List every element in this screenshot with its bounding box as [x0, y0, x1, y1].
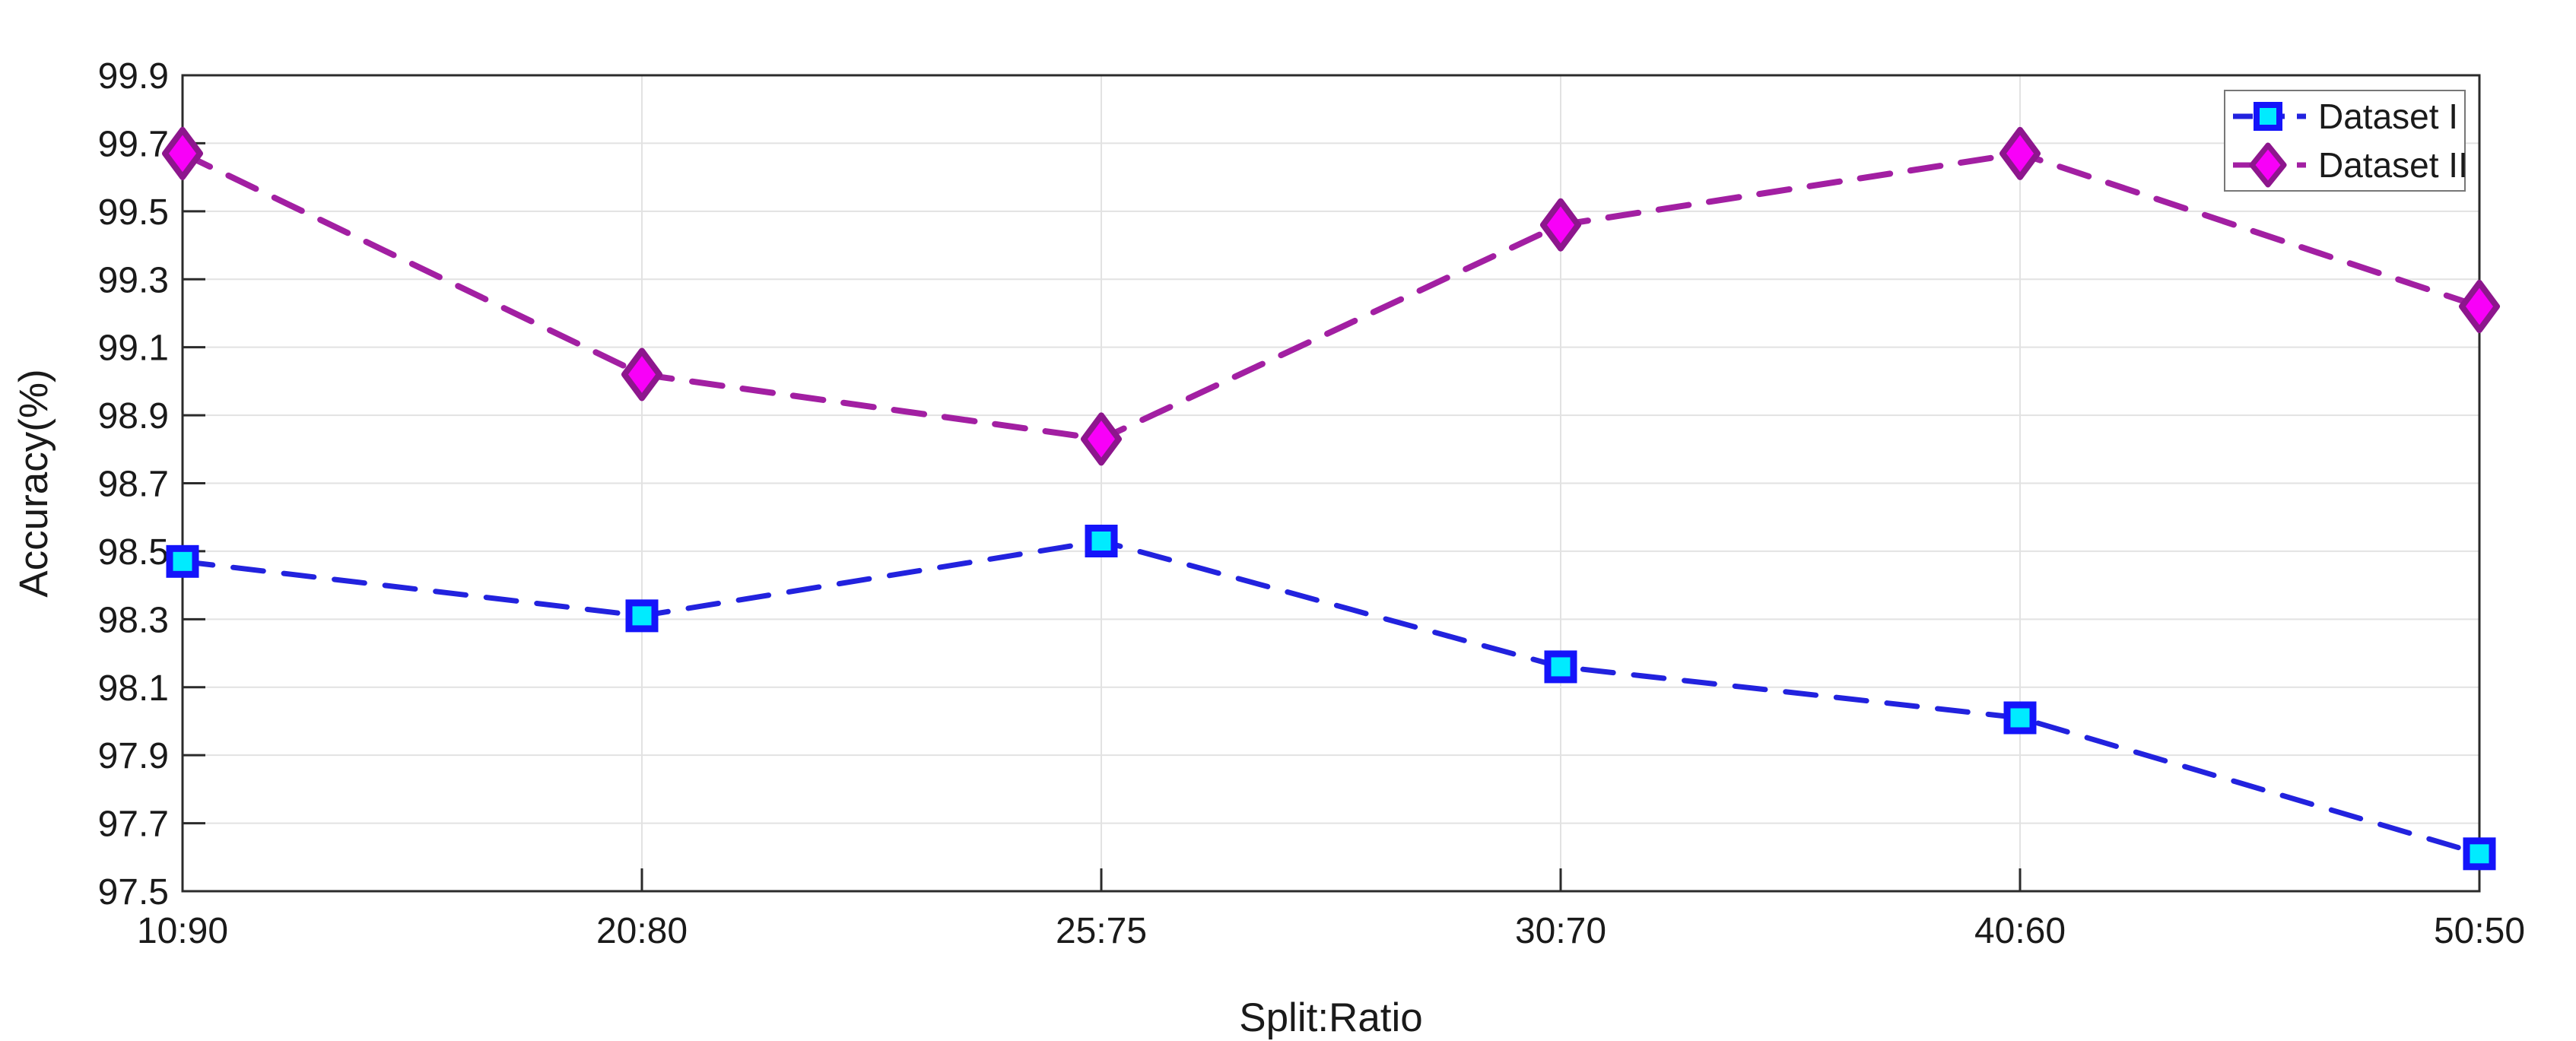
legend-label-dataset-1: Dataset I [2318, 97, 2459, 136]
y-axis-title: Accuracy(%) [11, 369, 56, 597]
series-markers-2 [162, 126, 2500, 466]
y-tick-label: 99.1 [98, 328, 169, 369]
series-line-1 [179, 538, 2482, 857]
data-point-marker [621, 348, 662, 401]
data-point-marker [162, 126, 203, 180]
y-tick-label: 99.7 [98, 124, 169, 164]
y-gridlines [183, 75, 2479, 892]
y-tick-label: 98.5 [98, 532, 169, 573]
x-tick-label: 30:70 [1515, 911, 1606, 951]
legend-square-marker [2254, 102, 2282, 131]
data-point-marker [625, 599, 659, 633]
dataset-1-square-marker-icon [2233, 102, 2306, 131]
x-tick-label: 10:90 [137, 911, 228, 951]
legend-diamond-marker [2249, 142, 2287, 188]
data-point-marker [2463, 837, 2496, 871]
y-axis: 99.9 99.7 99.5 99.3 99.1 98.9 98.7 98.5 98.3 98.1… [98, 56, 205, 912]
y-tick-label: 98.9 [98, 396, 169, 436]
dataset-2-diamond-marker-icon [2233, 142, 2306, 188]
data-point-marker [1544, 650, 1577, 684]
y-tick-label: 99.3 [98, 260, 169, 300]
legend-label-dataset-2: Dataset II [2318, 145, 2468, 185]
y-tick-label: 98.7 [98, 465, 169, 505]
data-point-marker [2459, 280, 2500, 334]
data-point-marker [1081, 412, 1122, 466]
legend-item-dataset-2: Dataset II [2225, 141, 2468, 189]
y-tick-label: 97.9 [98, 736, 169, 776]
legend: Dataset I Dataset II [2224, 90, 2468, 192]
y-tick-label: 97.5 [98, 872, 169, 912]
y-tick-label: 99.5 [98, 192, 169, 233]
series-markers-1 [166, 525, 2496, 871]
data-point-marker [166, 544, 199, 578]
data-point-marker [1085, 525, 1118, 558]
x-tick-label: 25:75 [1056, 911, 1147, 951]
legend-item-dataset-1: Dataset I [2225, 93, 2464, 140]
x-tick-label: 40:60 [1974, 911, 2066, 951]
data-point-marker [2003, 701, 2037, 735]
data-point-marker [1540, 198, 1581, 252]
x-tick-label: 50:50 [2434, 911, 2525, 951]
y-tick-label: 98.3 [98, 600, 169, 640]
data-point-marker [1999, 126, 2041, 180]
x-axis: 10:90 20:80 25:75 30:70 40:60 50:50 [137, 868, 2525, 951]
y-tick-label: 99.9 [98, 56, 169, 97]
y-tick-label: 97.7 [98, 805, 169, 845]
x-tick-label: 20:80 [596, 911, 688, 951]
x-axis-title: Split:Ratio [1239, 995, 1423, 1040]
y-tick-label: 98.1 [98, 668, 169, 709]
series-line-2 [179, 150, 2482, 443]
